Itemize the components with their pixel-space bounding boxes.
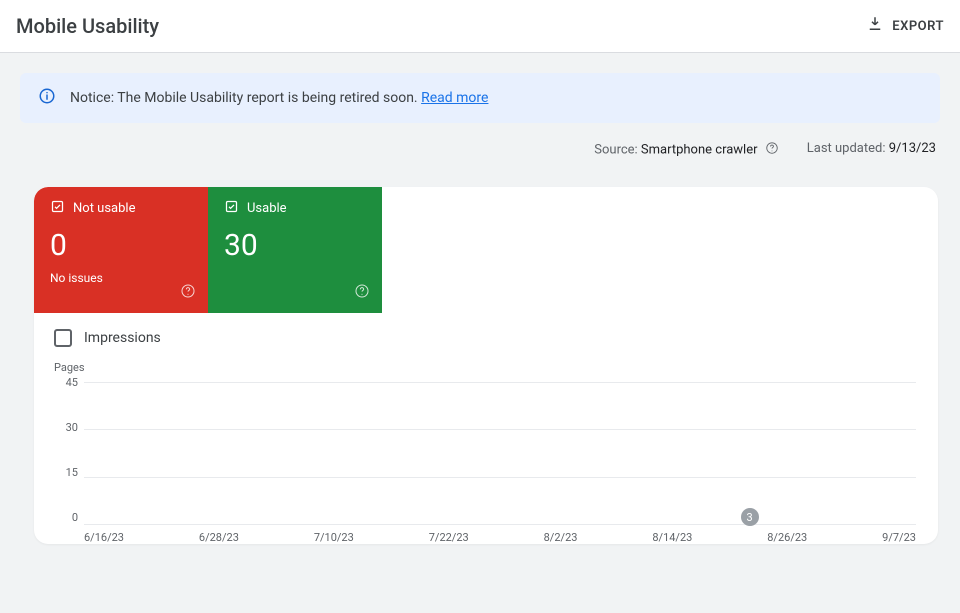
- y-axis: 45 30 15 0: [54, 376, 78, 524]
- source-value: Smartphone crawler: [641, 142, 758, 157]
- x-axis: 6/16/23 6/28/23 7/10/23 7/22/23 8/2/23 8/14/2…: [84, 527, 916, 544]
- info-icon: [38, 87, 56, 109]
- notice-text: Notice: The Mobile Usability report is b…: [70, 90, 488, 106]
- help-icon[interactable]: [180, 283, 196, 303]
- x-tick: 9/7/23: [882, 531, 916, 544]
- x-tick: 7/10/23: [314, 531, 354, 544]
- export-button[interactable]: EXPORT: [866, 15, 944, 37]
- y-axis-title: Pages: [54, 361, 920, 374]
- export-label: EXPORT: [892, 19, 944, 34]
- stacked-bar-chart: 45 30 15 0 3 6/16/23 6/28/23 7/10/23 7/22/23 8/…: [54, 376, 920, 544]
- gridline: [84, 524, 916, 525]
- chart-annotation[interactable]: 3: [741, 508, 759, 526]
- tile-not-usable-sub: No issues: [50, 271, 192, 285]
- source-label: Source:: [594, 142, 641, 157]
- y-tick: 45: [54, 376, 78, 389]
- updated-value: 9/13/23: [889, 141, 936, 156]
- summary-tiles: Not usable 0 No issues Usable 30: [34, 187, 938, 313]
- header-bar: Mobile Usability EXPORT: [0, 0, 960, 53]
- x-tick: 8/26/23: [767, 531, 807, 544]
- notice-link[interactable]: Read more: [421, 90, 488, 106]
- impressions-label: Impressions: [84, 330, 161, 346]
- checkbox-selected-icon: [224, 199, 239, 218]
- plot-area: 3: [84, 382, 916, 524]
- meta-row: Source: Smartphone crawler Last updated:…: [0, 141, 936, 159]
- notice-banner: Notice: The Mobile Usability report is b…: [20, 73, 940, 123]
- gridline: [84, 382, 916, 383]
- tile-not-usable-value: 0: [50, 228, 192, 263]
- help-icon[interactable]: [354, 283, 370, 303]
- x-tick: 7/22/23: [429, 531, 469, 544]
- y-tick: 30: [54, 421, 78, 434]
- tile-not-usable-label: Not usable: [73, 201, 135, 216]
- impressions-toggle[interactable]: Impressions: [34, 313, 938, 361]
- tile-not-usable[interactable]: Not usable 0 No issues: [34, 187, 208, 313]
- notice-message: Notice: The Mobile Usability report is b…: [70, 90, 421, 106]
- source-info: Source: Smartphone crawler: [594, 141, 778, 159]
- x-tick: 6/16/23: [84, 531, 124, 544]
- tile-usable[interactable]: Usable 30: [208, 187, 382, 313]
- y-tick: 15: [54, 466, 78, 479]
- gridline: [84, 477, 916, 478]
- bars: [84, 382, 916, 524]
- updated-info: Last updated: 9/13/23: [807, 141, 936, 159]
- checkbox-selected-icon: [50, 199, 65, 218]
- y-tick: 0: [54, 511, 78, 524]
- x-tick: 8/2/23: [544, 531, 578, 544]
- x-tick: 6/28/23: [199, 531, 239, 544]
- download-icon: [866, 15, 884, 37]
- tile-usable-value: 30: [224, 228, 366, 263]
- help-icon[interactable]: [765, 141, 779, 159]
- tile-usable-label: Usable: [247, 201, 287, 216]
- chart-container: Pages 45 30 15 0 3 6/16/23 6/28/23 7/10/23 7/2…: [34, 361, 938, 544]
- checkbox-unchecked-icon[interactable]: [54, 329, 72, 347]
- x-tick: 8/14/23: [652, 531, 692, 544]
- page-title: Mobile Usability: [16, 14, 159, 38]
- report-card: Not usable 0 No issues Usable 30 Impress…: [34, 187, 938, 544]
- updated-label: Last updated:: [807, 141, 889, 156]
- gridline: [84, 429, 916, 430]
